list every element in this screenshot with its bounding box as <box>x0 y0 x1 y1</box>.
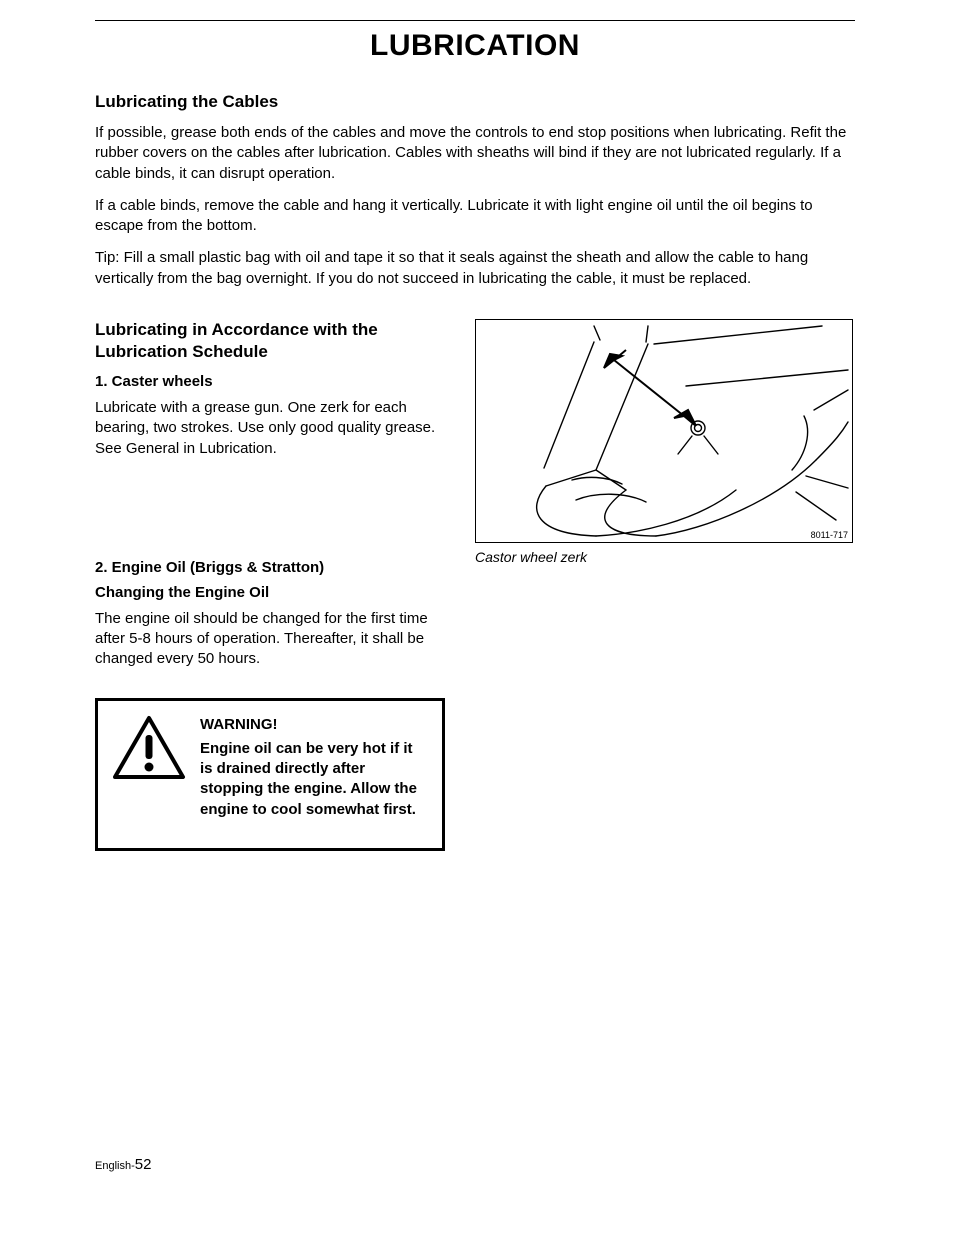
schedule-heading: Lubricating in Accordance with the Lubri… <box>95 319 445 363</box>
page-content: LUBRICATION Lubricating the Cables If po… <box>95 20 855 851</box>
engine-oil-title: 2. Engine Oil (Briggs & Stratton) <box>95 559 445 576</box>
warning-body: Engine oil can be very hot if it is drai… <box>200 739 428 820</box>
right-column: 8011-717 Castor wheel zerk <box>475 319 855 851</box>
cables-p2: If a cable binds, remove the cable and h… <box>95 196 855 237</box>
top-rule <box>95 20 855 21</box>
page-title: LUBRICATION <box>95 29 855 63</box>
figure-castor-zerk: 8011-717 <box>475 319 853 543</box>
changing-oil-sub: Changing the Engine Oil <box>95 584 445 601</box>
left-column: Lubricating in Accordance with the Lubri… <box>95 319 445 851</box>
engine-oil-body: The engine oil should be changed for the… <box>95 609 445 670</box>
warning-triangle-icon <box>112 715 186 820</box>
caster-wheels-title: 1. Caster wheels <box>95 373 445 390</box>
two-column-layout: Lubricating in Accordance with the Lubri… <box>95 319 855 851</box>
cables-p3: Tip: Fill a small plastic bag with oil a… <box>95 248 855 289</box>
warning-box: WARNING! Engine oil can be very hot if i… <box>95 698 445 851</box>
figure-caption: Castor wheel zerk <box>475 549 855 565</box>
cables-p1: If possible, grease both ends of the cab… <box>95 123 855 184</box>
footer-lang: English- <box>95 1160 135 1172</box>
warning-text: WARNING! Engine oil can be very hot if i… <box>200 715 428 820</box>
warning-title: WARNING! <box>200 715 428 735</box>
page-footer: English-52 <box>95 1156 151 1173</box>
caster-wheels-body: Lubricate with a grease gun. One zerk fo… <box>95 398 445 459</box>
cables-heading: Lubricating the Cables <box>95 91 855 113</box>
figure-number: 8011-717 <box>811 530 848 540</box>
footer-page-number: 52 <box>135 1156 152 1173</box>
